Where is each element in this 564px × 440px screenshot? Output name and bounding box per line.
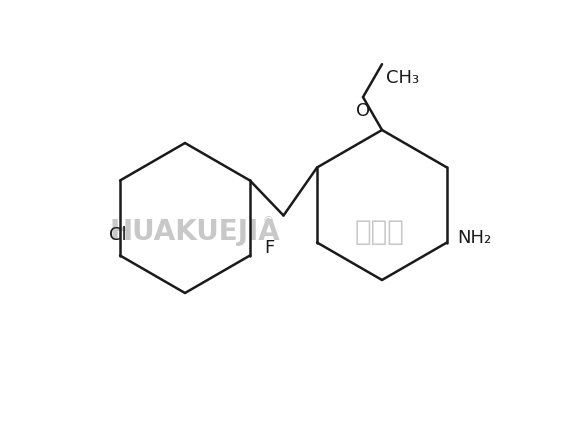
Text: CH₃: CH₃ [386, 69, 419, 87]
Text: NH₂: NH₂ [457, 228, 491, 246]
Text: 化学加: 化学加 [355, 218, 405, 246]
Text: HUAKUEJIA: HUAKUEJIA [109, 218, 280, 246]
Text: F: F [264, 238, 274, 257]
Text: O: O [356, 102, 370, 120]
Text: Cl: Cl [109, 225, 127, 243]
Text: ®: ® [262, 216, 274, 226]
